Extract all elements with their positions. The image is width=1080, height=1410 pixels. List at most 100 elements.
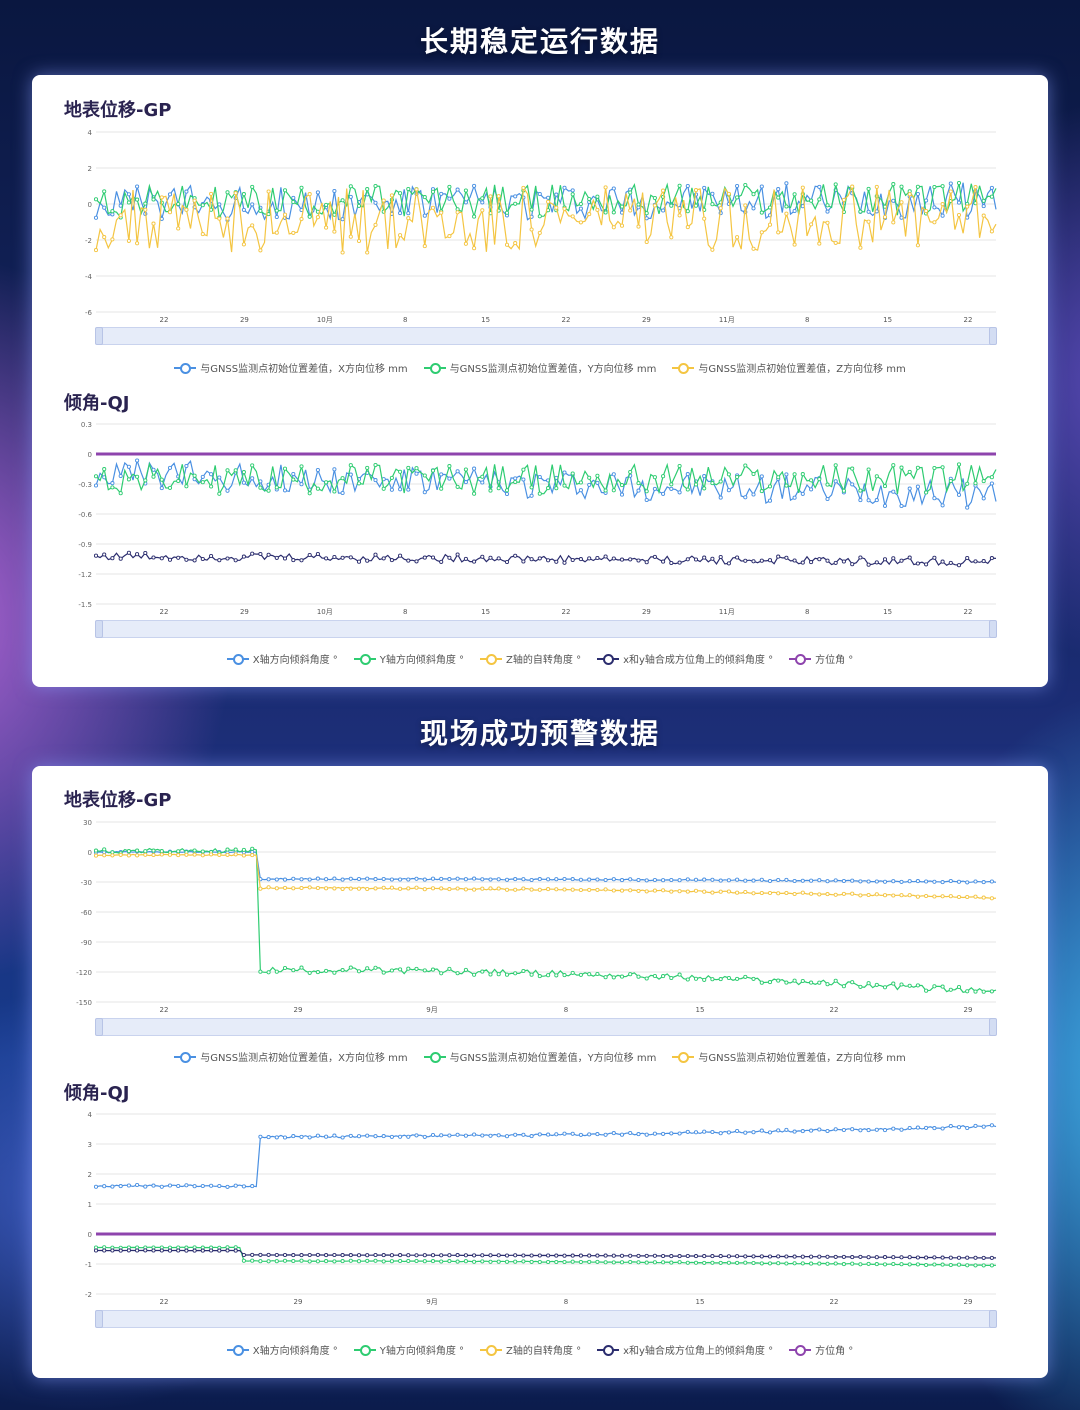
legend-item[interactable]: Y轴方向倾斜角度 °: [353, 1342, 464, 1357]
data-point: [726, 1254, 731, 1259]
legend-item[interactable]: 与GNSS监测点初始位置差值，X方向位移 mm: [174, 360, 408, 375]
legend-item[interactable]: Z轴的自转角度 °: [480, 1342, 581, 1357]
data-point: [776, 554, 781, 559]
data-point: [504, 1253, 510, 1258]
data-point: [554, 887, 559, 892]
data-point: [455, 552, 460, 557]
zoom-handle-left[interactable]: [95, 1018, 103, 1036]
data-point: [965, 1263, 970, 1268]
data-point: [463, 480, 468, 485]
data-point: [455, 971, 460, 976]
data-point: [981, 198, 986, 203]
data-point: [784, 181, 789, 186]
data-point: [661, 878, 666, 883]
data-point: [225, 216, 230, 221]
data-point: [685, 877, 690, 882]
data-point: [899, 1255, 904, 1260]
data-point: [644, 1253, 649, 1258]
chart-title-qj-2: 倾角-QJ: [64, 1083, 130, 1104]
y-tick-label: 2: [88, 165, 92, 173]
zoom-handle-left[interactable]: [95, 327, 103, 345]
data-point: [118, 1248, 123, 1253]
data-point: [743, 182, 748, 188]
data-point: [669, 235, 674, 240]
legend-item[interactable]: x和y轴合成方位角上的倾斜角度 °: [597, 651, 773, 666]
data-point: [414, 466, 419, 471]
data-point: [628, 469, 633, 475]
legend-item[interactable]: 与GNSS监测点初始位置差值，Y方向位移 mm: [423, 360, 656, 375]
data-point: [899, 200, 904, 205]
legend-item[interactable]: X轴方向倾斜角度 °: [226, 1342, 338, 1357]
zoom-handle-right[interactable]: [989, 327, 997, 345]
data-point: [619, 204, 625, 209]
data-point: [882, 985, 888, 990]
data-point: [636, 1132, 641, 1137]
section-title-long-term: 长期稳定运行数据: [419, 25, 660, 58]
zoom-handle-right[interactable]: [989, 1018, 997, 1036]
data-point: [422, 887, 427, 892]
legend-item[interactable]: 与GNSS监测点初始位置差值，Y方向位移 mm: [423, 1049, 656, 1064]
data-point: [718, 977, 723, 982]
legend-item[interactable]: x和y轴合成方位角上的倾斜角度 °: [597, 1342, 773, 1357]
data-point: [833, 479, 838, 484]
legend-item[interactable]: Z轴的自转角度 °: [480, 651, 581, 666]
y-tick-label: -1: [85, 1261, 92, 1269]
data-point: [406, 1253, 411, 1258]
legend-label: x和y轴合成方位角上的倾斜角度 °: [623, 1346, 774, 1357]
legend-item[interactable]: 方位角 °: [789, 651, 853, 666]
chart-qj-long-term: 0.3 0 -0.3 -0.6 -0.9 -1.2 -1.5 22 29 10月 8 15 22 29 11…: [78, 421, 997, 616]
legend-item[interactable]: 方位角 °: [789, 1342, 853, 1357]
zoom-slider-gp-1[interactable]: [95, 327, 997, 345]
data-point: [792, 558, 797, 563]
x-tick-label: 15: [696, 1298, 705, 1306]
data-point: [899, 558, 904, 563]
data-point: [710, 1254, 715, 1259]
legend-item[interactable]: 与GNSS监测点初始位置差值，Z方向位移 mm: [672, 360, 906, 375]
data-point: [800, 878, 805, 883]
data-point: [406, 216, 411, 221]
data-point: [924, 198, 929, 203]
data-point: [874, 1127, 879, 1132]
data-point: [891, 981, 896, 986]
legend-item[interactable]: Y轴方向倾斜角度 °: [353, 651, 464, 666]
data-point: [677, 560, 682, 565]
data-point: [891, 1126, 896, 1131]
zoom-handle-right[interactable]: [989, 620, 997, 638]
data-point: [340, 1259, 345, 1264]
legend-item[interactable]: X轴方向倾斜角度 °: [226, 651, 338, 666]
data-point: [159, 477, 164, 482]
data-point: [882, 484, 888, 489]
data-point: [825, 1254, 830, 1259]
data-point: [603, 185, 608, 190]
legend-item[interactable]: 与GNSS监测点初始位置差值，Z方向位移 mm: [672, 1049, 906, 1064]
data-point: [447, 1253, 452, 1258]
data-point: [340, 1135, 345, 1140]
data-point: [200, 203, 205, 208]
data-point: [93, 1248, 99, 1253]
zoom-slider-qj-1[interactable]: [95, 620, 997, 638]
data-point: [496, 877, 501, 882]
data-point: [751, 1260, 756, 1266]
data-point: [858, 555, 863, 560]
zoom-handle-left[interactable]: [95, 620, 103, 638]
data-point: [332, 188, 337, 194]
data-point: [430, 468, 436, 473]
zoom-slider-gp-2[interactable]: [95, 1018, 997, 1036]
data-point: [463, 467, 468, 472]
y-tick-label: -0.9: [78, 541, 92, 549]
data-point: [266, 970, 271, 975]
data-point: [669, 1254, 674, 1259]
zoom-slider-qj-2[interactable]: [95, 1310, 997, 1328]
data-point: [989, 185, 994, 190]
zoom-handle-right[interactable]: [989, 1310, 997, 1328]
data-point: [948, 1255, 953, 1260]
data-point: [389, 885, 394, 890]
data-point: [718, 495, 723, 500]
legend-item[interactable]: 与GNSS监测点初始位置差值，X方向位移 mm: [174, 1049, 408, 1064]
data-point: [693, 203, 699, 208]
data-point: [315, 551, 320, 557]
zoom-handle-left[interactable]: [95, 1310, 103, 1328]
data-point: [603, 488, 608, 493]
data-point: [209, 484, 214, 489]
data-point: [767, 222, 773, 227]
